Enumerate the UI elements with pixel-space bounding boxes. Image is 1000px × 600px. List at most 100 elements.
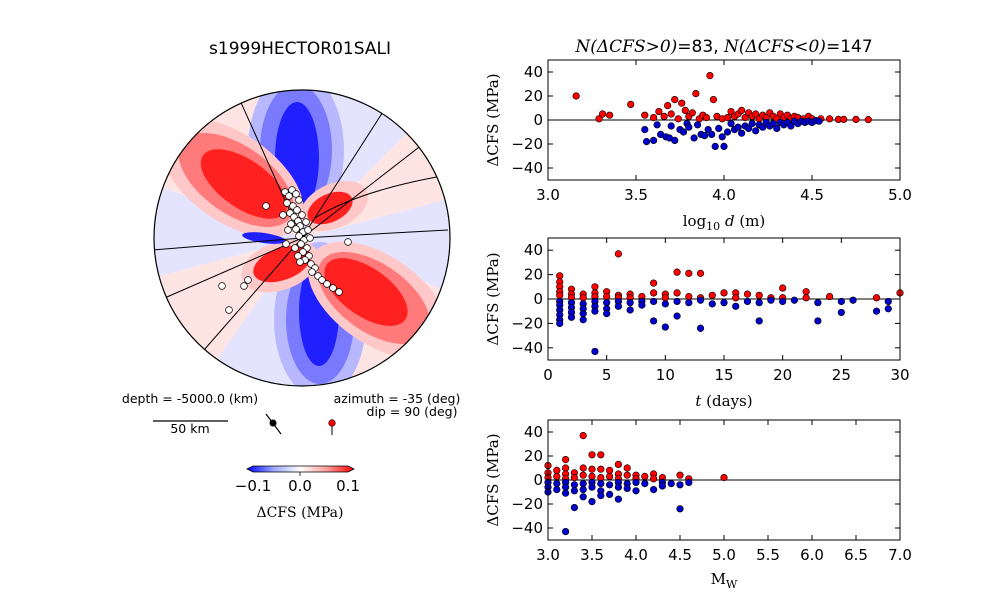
y-tick-label: −40 [511,519,543,537]
data-point [605,111,614,119]
data-point [626,306,634,314]
y-tick-label: −20 [511,135,543,153]
data-point [671,95,679,104]
event-marker [296,258,304,266]
data-point [660,112,668,120]
data-point [773,124,781,132]
data-point [579,294,587,302]
data-point [737,129,746,137]
data-point [591,347,599,356]
data-point [614,460,623,469]
stress-sector [302,181,450,314]
count-header-neg-value: 147 [840,37,872,57]
data-point [676,505,684,513]
data-point [690,134,698,142]
event-marker [292,190,300,198]
data-point [561,464,570,472]
data-point [661,300,669,308]
x-tick-label: 10 [656,366,675,384]
data-point [752,127,760,135]
data-point [561,483,570,491]
data-point [743,297,752,306]
data-point [649,289,658,297]
data-point [588,498,596,506]
data-point [597,465,605,473]
colorbar-tick: −0.1 [235,477,271,495]
x-tick-label: 3.5 [624,186,648,204]
event-marker [291,244,299,252]
data-point [732,302,740,310]
x-tick-label: 3.5 [580,546,604,564]
data-point [673,297,681,306]
data-point [649,297,658,306]
event-marker [244,276,252,284]
x-tick-label: 30 [890,366,909,384]
event-marker [218,282,226,290]
data-point [790,296,799,304]
data-point [579,480,587,488]
data-point [837,308,845,317]
data-point [553,472,561,481]
data-point [661,294,669,302]
data-point [667,110,675,118]
data-point [623,464,631,472]
scatter-panel-2: 0 5 10 15 20 25 30 40 20 0 −20 −40 ΔCFS (MPa) t (days… [484,237,910,410]
data-point [872,294,881,302]
scatter-panel-3: 3.0 3.5 4.0 4.5 5.0 5.5 6.0 6.5 7.0 40 20 0 −20 −40 ΔC… [484,419,912,591]
event-marker [323,280,331,288]
coulomb-stress-map [154,90,450,386]
data-point [884,305,892,313]
y-tick-label: 0 [533,111,543,129]
data-point [748,119,756,128]
data-point [588,451,596,459]
fault-segment-line [154,237,303,251]
event-marker [344,238,352,246]
dip-indicator [328,419,336,435]
data-point [605,466,614,475]
fault-segment-line [203,237,303,351]
data-point [561,489,570,497]
data-point [679,128,688,136]
data-point [653,121,661,129]
data-point [579,464,587,472]
data-point [588,472,596,481]
event-marker [293,206,301,214]
data-point [755,299,763,307]
x-tick-label: 4.5 [800,186,824,204]
data-point [641,111,649,119]
data-point [741,113,749,122]
data-point [603,299,611,307]
count-header-neg-label: N(ΔCFS<0) [723,37,826,57]
data-point [779,284,787,292]
x-tick-label: 5.0 [888,186,912,204]
data-point [759,123,767,131]
data-point [570,487,579,495]
data-point [696,269,705,277]
data-point [674,115,682,123]
map-boundary-circle [153,89,451,387]
fault-segment-line [159,237,303,301]
x-tick-label: 4.0 [712,186,736,204]
y-axis-label: ΔCFS (MPa) [484,73,502,166]
data-point [702,113,711,122]
data-point [734,123,742,131]
colorbar-label: ΔCFS (MPa) [257,505,344,521]
map-title: s1999HECTOR01SALI [209,39,391,59]
data-point [720,289,728,297]
azimuth-label: azimuth = -35 (deg) [334,391,461,406]
event-marker [279,211,287,219]
data-point [579,486,587,494]
y-tick-label: −40 [511,339,543,357]
stress-sector [154,162,302,295]
data-point [553,466,561,475]
data-point [598,110,607,118]
data-point [720,142,728,150]
data-point [579,493,587,501]
scale-bar-label: 50 km [170,421,209,436]
data-point [723,113,732,122]
event-marker [283,199,291,207]
data-point [626,299,634,307]
data-point [572,92,580,100]
x-tick-label: 20 [773,366,792,384]
data-point [605,472,614,481]
